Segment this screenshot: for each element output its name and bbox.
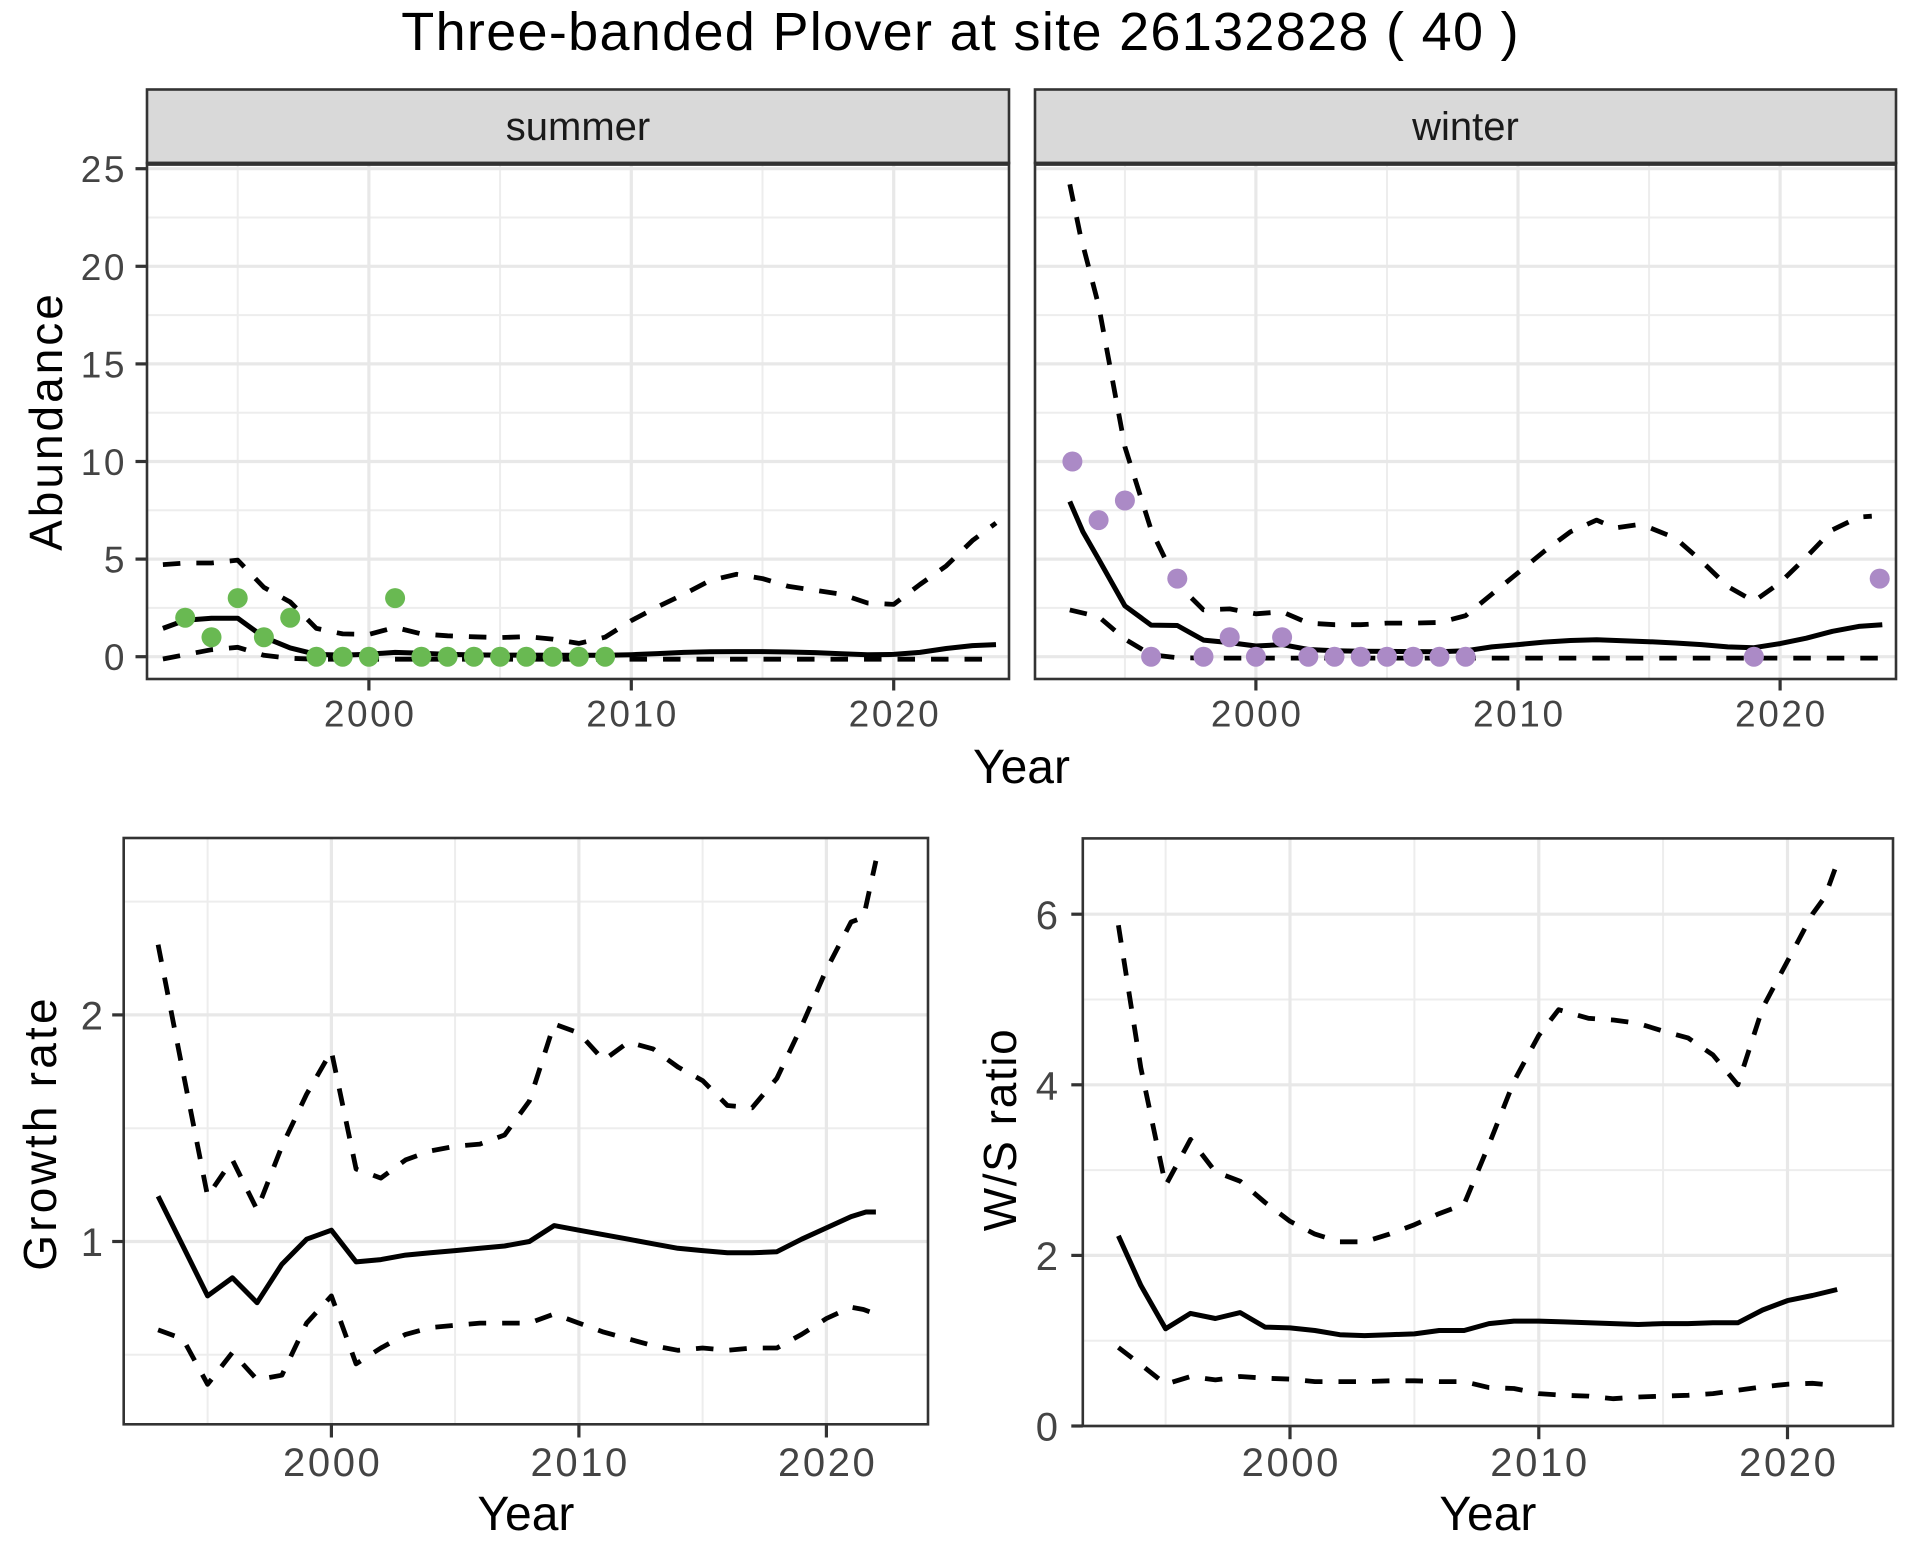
svg-text:2010: 2010 <box>531 1441 630 1485</box>
svg-text:Year: Year <box>477 1488 574 1541</box>
svg-text:4: 4 <box>1036 1064 1061 1108</box>
svg-text:15: 15 <box>81 344 127 385</box>
svg-text:2000: 2000 <box>283 1441 382 1485</box>
svg-text:2020: 2020 <box>778 1441 877 1485</box>
svg-text:2000: 2000 <box>324 694 417 735</box>
svg-text:0: 0 <box>1036 1406 1061 1450</box>
svg-text:1: 1 <box>81 1221 106 1265</box>
svg-text:2010: 2010 <box>1490 1441 1589 1485</box>
svg-text:Year: Year <box>973 741 1070 794</box>
svg-text:6: 6 <box>1036 894 1061 938</box>
svg-text:summer: summer <box>506 105 650 149</box>
svg-text:2: 2 <box>81 995 106 1039</box>
svg-text:2010: 2010 <box>586 694 679 735</box>
svg-text:2: 2 <box>1036 1235 1061 1279</box>
svg-text:10: 10 <box>81 442 127 483</box>
svg-text:Abundance: Abundance <box>20 291 72 551</box>
svg-text:2020: 2020 <box>1739 1441 1838 1485</box>
svg-text:25: 25 <box>81 149 127 190</box>
svg-text:Three-banded Plover at site 26: Three-banded Plover at site 26132828 ( 4… <box>401 2 1520 62</box>
svg-text:5: 5 <box>104 540 127 581</box>
svg-text:2020: 2020 <box>849 694 942 735</box>
svg-text:20: 20 <box>81 247 127 288</box>
svg-text:winter: winter <box>1411 105 1519 149</box>
svg-text:0: 0 <box>104 637 127 678</box>
svg-text:W/S ratio: W/S ratio <box>974 1028 1026 1232</box>
svg-text:Growth rate: Growth rate <box>14 995 66 1271</box>
svg-text:2000: 2000 <box>1211 694 1304 735</box>
svg-text:2010: 2010 <box>1473 694 1566 735</box>
svg-text:Year: Year <box>1439 1488 1536 1541</box>
svg-text:2000: 2000 <box>1242 1441 1341 1485</box>
svg-text:2020: 2020 <box>1735 694 1828 735</box>
